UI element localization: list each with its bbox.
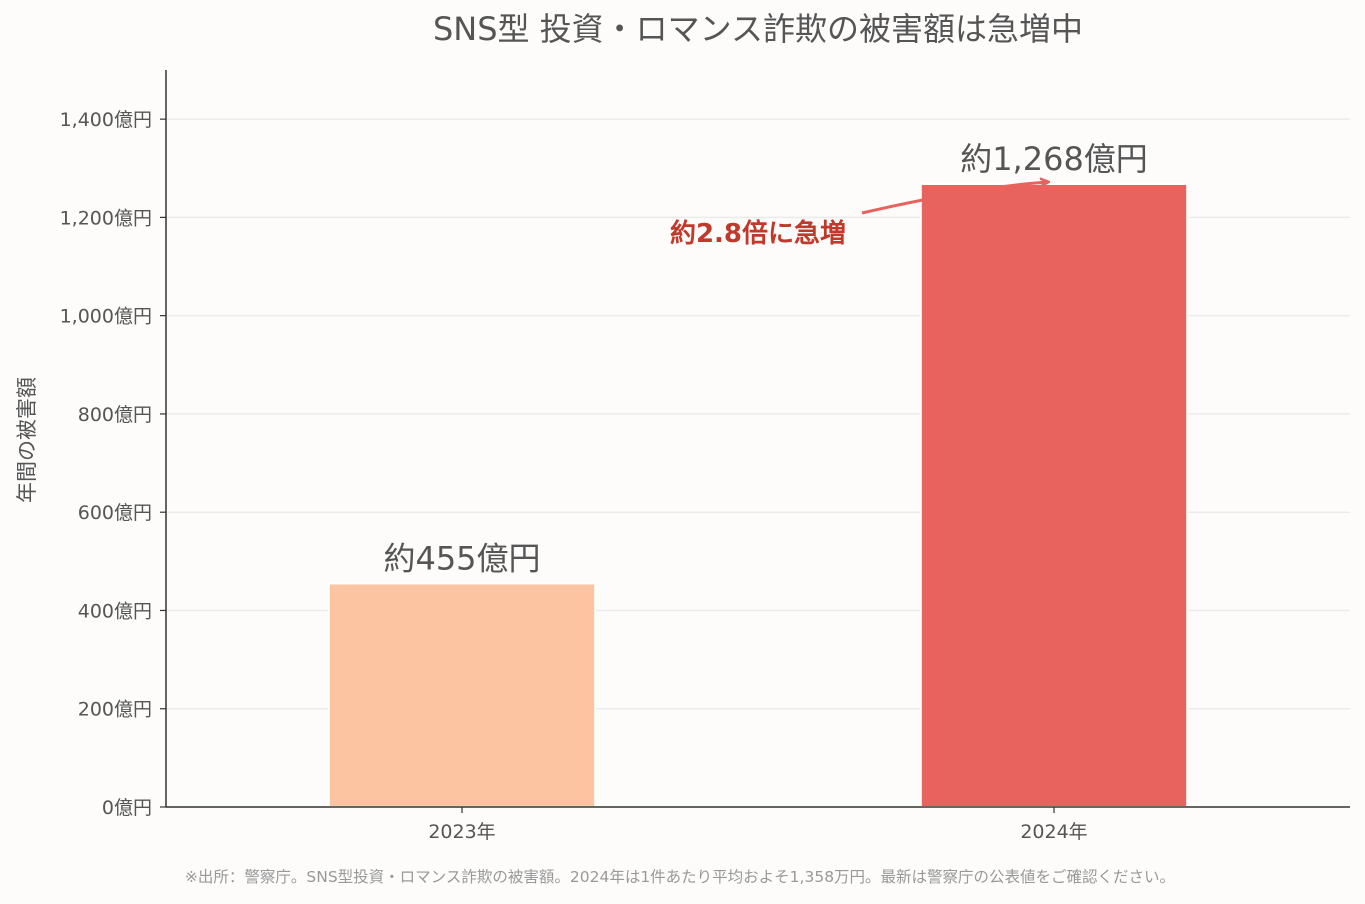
data-labels: 約455億円 約1,268億円 <box>383 140 1147 577</box>
y-tick-label: 0億円 <box>102 797 152 819</box>
y-tick-label: 1,400億円 <box>60 109 152 131</box>
data-label: 約455億円 <box>383 539 540 577</box>
chart-title: SNS型 投資・ロマンス詐欺の被害額は急増中 <box>433 10 1083 48</box>
y-tick-label: 600億円 <box>78 502 152 524</box>
y-tick-label: 1,200億円 <box>60 207 152 229</box>
y-tick-label: 800億円 <box>78 404 152 426</box>
y-axis-label: 年間の被害額 <box>15 377 39 503</box>
bars <box>327 182 1189 809</box>
annotation-text: 約2.8倍に急増 <box>670 218 846 249</box>
footnote: ※出所：警察庁。SNS型投資・ロマンス詐欺の被害額。2024年は1件あたり平均お… <box>185 868 1175 886</box>
bar-2024年 <box>919 182 1189 809</box>
data-label: 約1,268億円 <box>960 140 1148 178</box>
y-tick-label: 1,000億円 <box>60 306 152 328</box>
bar-2023年 <box>327 582 597 809</box>
x-axis-ticks: 2023年 2024年 <box>428 807 1088 843</box>
annotation-arrow <box>861 182 1048 215</box>
y-tick-label: 400億円 <box>78 600 152 622</box>
y-tick-label: 200億円 <box>78 699 152 721</box>
x-tick-label: 2023年 <box>428 821 495 843</box>
y-axis-ticks: 0億円 200億円 400億円 600億円 800億円 1,000億円 1,200億円 1,4… <box>60 109 166 819</box>
x-tick-label: 2024年 <box>1020 821 1087 843</box>
